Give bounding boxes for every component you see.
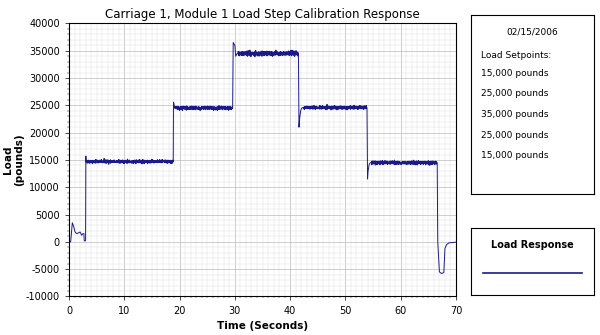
- Text: Load Response: Load Response: [491, 240, 574, 250]
- Text: 02/15/2006: 02/15/2006: [506, 27, 559, 37]
- Text: Load Setpoints:: Load Setpoints:: [481, 51, 551, 60]
- Text: 15,000 pounds: 15,000 pounds: [481, 69, 548, 78]
- Text: 35,000 pounds: 35,000 pounds: [481, 110, 548, 119]
- X-axis label: Time (Seconds): Time (Seconds): [217, 321, 308, 331]
- Y-axis label: Load
(pounds): Load (pounds): [3, 134, 25, 186]
- Text: 25,000 pounds: 25,000 pounds: [481, 131, 548, 140]
- Text: 15,000 pounds: 15,000 pounds: [481, 151, 548, 160]
- Text: 25,000 pounds: 25,000 pounds: [481, 89, 548, 98]
- Title: Carriage 1, Module 1 Load Step Calibration Response: Carriage 1, Module 1 Load Step Calibrati…: [105, 8, 420, 21]
